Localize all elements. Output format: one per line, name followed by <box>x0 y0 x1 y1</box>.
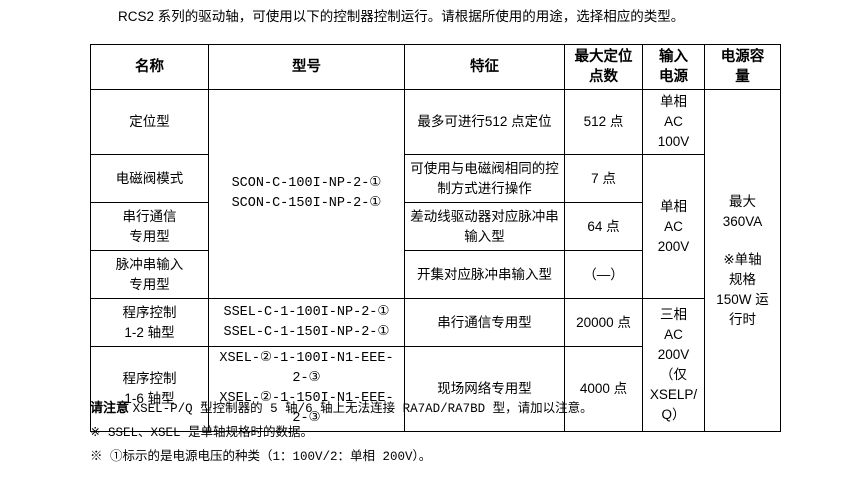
capacity-line4: 规格 <box>729 271 756 287</box>
header-max-points: 最大定位 点数 <box>564 44 643 90</box>
row-name-program-2axis: 程序控制 1-2 轴型 <box>90 298 209 347</box>
power-group-three-200v: 三相 AC 200V （仅 XSELP/ Q） <box>642 298 705 432</box>
power-g3-line1: 三相 <box>660 307 687 322</box>
model-scon-line2: SCON-C-150I-NP-2-① <box>231 196 382 211</box>
header-max-points-line2: 点数 <box>589 69 618 85</box>
power-g3-line4: （仅 <box>660 367 687 382</box>
row-name-program-2axis-line2: 1-2 轴型 <box>124 324 175 340</box>
note-line-1: 请注意 XSEL-P/Q 型控制器的 5 轴/6 轴上无法连接 RA7AD/RA… <box>90 396 820 421</box>
row-points-solenoid: 7 点 <box>564 154 643 203</box>
model-xsel: XSEL-②-1-100I-N1-EEE-2-③ XSEL-②-1-150I-N… <box>208 346 405 432</box>
model-ssel: SSEL-C-1-100I-NP-2-① SSEL-C-1-150I-NP-2-… <box>208 298 405 347</box>
power-group-single-200v: 单相 AC 200V <box>642 154 705 299</box>
table-row: 定位型 SCON-C-100I-NP-2-① SCON-C-150I-NP-2-… <box>90 89 781 432</box>
header-max-points-line1: 最大定位 <box>574 49 633 65</box>
row-name-pulse-line2: 专用型 <box>129 276 170 292</box>
header-input-power-line2: 电源 <box>659 69 688 85</box>
controller-spec-table: 名称 型号 特征 最大定位 点数 输入 电源 电源容 量 定位 <box>90 44 781 432</box>
table-row: 程序控制 1-2 轴型 SSEL-C-1-100I-NP-2-① SSEL-C-… <box>90 298 781 432</box>
power-g2-line3: 200V <box>657 238 690 254</box>
row-feature-pulse: 开集对应脉冲串输入型 <box>404 250 565 299</box>
capacity-line2: 360VA <box>722 213 763 229</box>
header-power-capacity-line2: 量 <box>735 69 750 85</box>
row-feature-solenoid: 可使用与电磁阀相同的控制方式进行操作 <box>404 154 565 203</box>
header-model: 型号 <box>208 44 405 90</box>
row-name-program-6axis-line1: 程序控制 <box>122 371 177 386</box>
header-input-power: 输入 电源 <box>642 44 705 90</box>
intro-paragraph: RCS2 系列的驱动轴，可使用以下的控制器控制运行。请根据所使用的用途，选择相应… <box>118 9 685 24</box>
power-g3-line6: Q） <box>661 407 686 422</box>
table-row: 脉冲串输入 专用型 开集对应脉冲串输入型 （—） <box>90 250 781 299</box>
header-feature: 特征 <box>404 44 565 90</box>
power-g3-line5: XSELP/ <box>649 387 698 402</box>
row-feature-serial: 差动线驱动器对应脉冲串输入型 <box>404 202 565 251</box>
row-name-pulse: 脉冲串输入 专用型 <box>90 250 209 299</box>
header-power-capacity: 电源容 量 <box>704 44 781 90</box>
table-row: 程序控制 1-6 轴型 XSEL-②-1-100I-N1-EEE-2-③ XSE… <box>90 346 781 432</box>
row-name-program-6axis: 程序控制 1-6 轴型 <box>90 346 209 432</box>
model-ssel-line2: SSEL-C-1-150I-NP-2-① <box>223 324 390 340</box>
header-power-capacity-line1: 电源容 <box>720 49 765 65</box>
power-g1-line3: 100V <box>657 134 690 149</box>
model-xsel-line1: XSEL-②-1-100I-N1-EEE-2-③ <box>219 351 394 386</box>
model-xsel-line2: XSEL-②-1-150I-N1-EEE-2-③ <box>219 391 394 426</box>
table-header-row: 名称 型号 特征 最大定位 点数 输入 电源 电源容 量 <box>90 44 781 90</box>
model-ssel-line1: SSEL-C-1-100I-NP-2-① <box>223 304 390 320</box>
power-g2-line1: 单相 <box>660 198 687 214</box>
row-name-serial-line2: 专用型 <box>129 228 170 244</box>
capacity-line5: 150W 运 <box>716 291 769 307</box>
model-scon-merged: SCON-C-100I-NP-2-① SCON-C-150I-NP-2-① <box>208 89 405 299</box>
row-name-solenoid: 电磁阀模式 <box>90 154 209 203</box>
table-row: 电磁阀模式 可使用与电磁阀相同的控制方式进行操作 7 点 单相 AC 200V <box>90 154 781 299</box>
capacity-line3: ※单轴 <box>723 251 762 267</box>
row-feature-program-2axis: 串行通信专用型 <box>404 298 565 347</box>
table-row: 串行通信 专用型 差动线驱动器对应脉冲串输入型 64 点 <box>90 202 781 251</box>
header-input-power-line1: 输入 <box>659 49 688 65</box>
row-points-program-2axis: 20000 点 <box>564 298 643 347</box>
power-g3-line2: AC <box>664 327 683 342</box>
power-g2-line2: AC <box>664 218 683 234</box>
power-g1-line1: 单相 <box>660 94 687 109</box>
note-line-2: ※ SSEL、XSEL 是单轴规格时的数据。 <box>90 426 313 440</box>
power-g1-line2: AC <box>664 114 683 129</box>
header-name: 名称 <box>90 44 209 90</box>
row-points-positioning: 512 点 <box>564 89 643 155</box>
model-scon-line1: SCON-C-100I-NP-2-① <box>231 176 382 191</box>
row-points-pulse: （—） <box>564 250 643 299</box>
note-line-3: ※ ①标示的是电源电压的种类（1：100V/2：单相 200V）。 <box>90 450 432 464</box>
power-g3-line3: 200V <box>657 347 690 362</box>
row-points-program-6axis: 4000 点 <box>564 346 643 432</box>
row-name-program-6axis-line2: 1-6 轴型 <box>124 391 175 406</box>
capacity-line1: 最大 <box>729 193 756 209</box>
note-text-1: XSEL-P/Q 型控制器的 5 轴/6 轴上无法连接 RA7AD/RA7BD … <box>132 402 593 416</box>
row-name-program-2axis-line1: 程序控制 <box>122 304 177 320</box>
row-name-serial: 串行通信 专用型 <box>90 202 209 251</box>
row-name-serial-line1: 串行通信 <box>122 208 177 224</box>
row-points-serial: 64 点 <box>564 202 643 251</box>
power-capacity-cell: 最大 360VA ※单轴 规格 150W 运 行时 <box>704 89 781 432</box>
notes-block: 请注意 XSEL-P/Q 型控制器的 5 轴/6 轴上无法连接 RA7AD/RA… <box>90 396 820 469</box>
power-group-single-100v: 单相 AC 100V <box>642 89 705 155</box>
capacity-line6: 行时 <box>729 311 756 327</box>
row-name-positioning: 定位型 <box>90 89 209 155</box>
note-label-attention: 请注意 <box>90 400 130 415</box>
row-feature-positioning: 最多可进行512 点定位 <box>404 89 565 155</box>
row-name-pulse-line1: 脉冲串输入 <box>115 256 184 272</box>
